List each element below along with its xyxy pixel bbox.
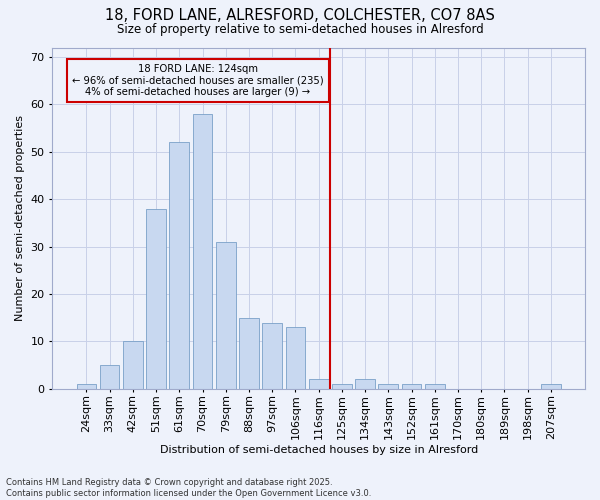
Bar [216,242,236,389]
Bar [286,327,305,389]
Bar [401,384,421,389]
Bar [169,142,189,389]
Bar [355,380,375,389]
Text: 18 FORD LANE: 124sqm
← 96% of semi-detached houses are smaller (235)
4% of semi-: 18 FORD LANE: 124sqm ← 96% of semi-detac… [72,64,323,98]
Text: Contains HM Land Registry data © Crown copyright and database right 2025.
Contai: Contains HM Land Registry data © Crown c… [6,478,371,498]
Text: Size of property relative to semi-detached houses in Alresford: Size of property relative to semi-detach… [116,22,484,36]
Bar [77,384,96,389]
Bar [425,384,445,389]
Text: 18, FORD LANE, ALRESFORD, COLCHESTER, CO7 8AS: 18, FORD LANE, ALRESFORD, COLCHESTER, CO… [105,8,495,22]
X-axis label: Distribution of semi-detached houses by size in Alresford: Distribution of semi-detached houses by … [160,445,478,455]
Bar [239,318,259,389]
Bar [123,342,143,389]
Bar [309,380,329,389]
Bar [193,114,212,389]
Bar [332,384,352,389]
Bar [541,384,561,389]
Bar [262,322,282,389]
Bar [100,365,119,389]
Bar [146,208,166,389]
Bar [379,384,398,389]
Y-axis label: Number of semi-detached properties: Number of semi-detached properties [15,115,25,321]
